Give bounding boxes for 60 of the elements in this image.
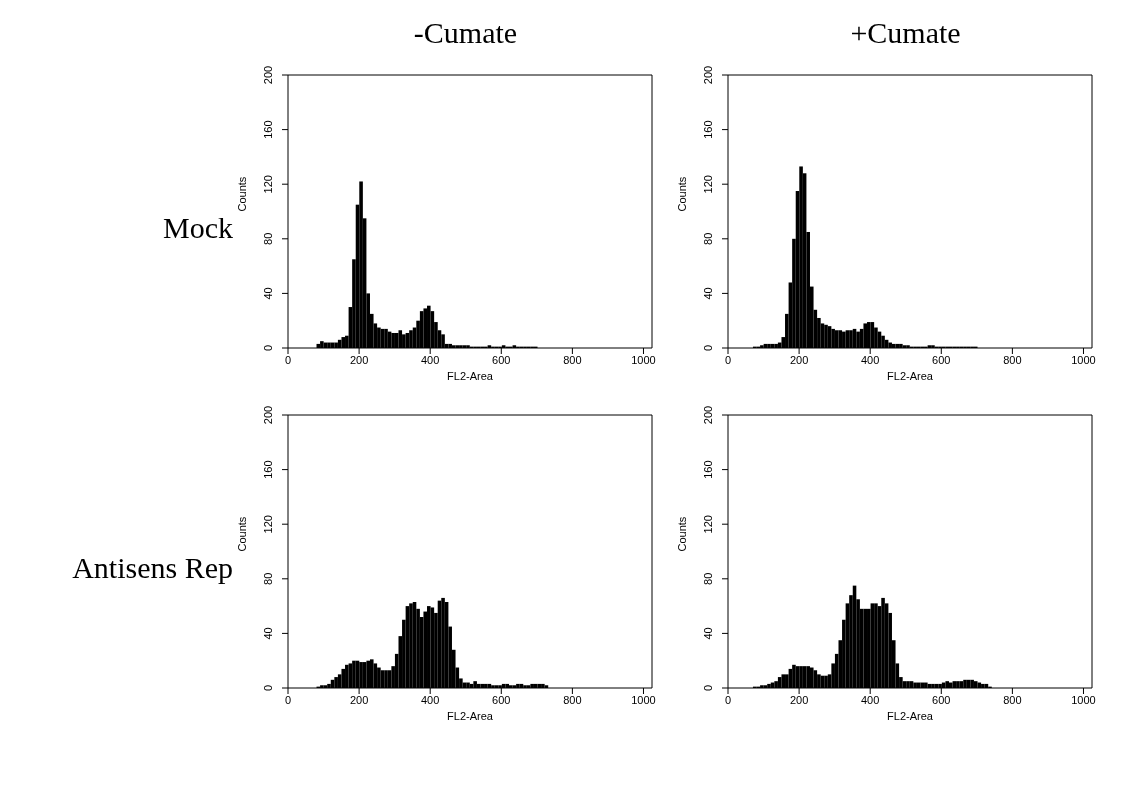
y-tick-label: 40 <box>702 627 714 640</box>
y-tick-label: 0 <box>702 684 714 692</box>
y-tick-label: 160 <box>262 120 274 139</box>
x-axis-title: FL2-Area <box>447 710 494 722</box>
y-tick-label: 80 <box>262 232 274 245</box>
y-tick-label: 200 <box>262 65 274 85</box>
y-tick-label: 160 <box>702 460 714 479</box>
x-tick-label: 400 <box>421 353 440 366</box>
x-tick-label: 0 <box>724 353 732 366</box>
y-tick-label: 0 <box>262 684 274 692</box>
x-tick-label: 1000 <box>631 693 656 706</box>
y-tick-label: 120 <box>262 515 274 534</box>
x-tick-label: 600 <box>492 353 511 366</box>
y-tick-label: 200 <box>702 65 714 85</box>
x-tick-label: 600 <box>932 353 951 366</box>
x-axis-title: FL2-Area <box>887 710 934 722</box>
x-tick-label: 400 <box>861 353 880 366</box>
x-tick-label: 600 <box>932 693 951 706</box>
x-tick-label: 200 <box>349 693 369 706</box>
x-tick-label: 200 <box>789 693 809 706</box>
x-tick-label: 800 <box>563 353 582 366</box>
y-tick-label: 0 <box>702 344 714 352</box>
x-axis-title: FL2-Area <box>887 370 934 382</box>
x-tick-label: 800 <box>563 693 582 706</box>
x-tick-label: 200 <box>349 353 369 366</box>
chart-title: +Cumate <box>850 16 961 49</box>
y-axis-title: Counts <box>235 516 248 552</box>
chart-title: -Cumate <box>413 16 518 49</box>
y-axis-title: Counts <box>675 516 688 552</box>
y-tick-label: 40 <box>702 287 714 300</box>
x-tick-label: 400 <box>421 693 440 706</box>
y-tick-label: 0 <box>262 344 274 352</box>
y-tick-label: 80 <box>702 232 714 245</box>
y-tick-label: 200 <box>262 405 274 425</box>
text: Mock <box>163 211 233 244</box>
x-tick-label: 0 <box>284 353 292 366</box>
y-tick-label: 40 <box>262 287 274 300</box>
text: Antisens Rep <box>72 551 233 584</box>
y-tick-label: 120 <box>702 175 714 194</box>
x-tick-label: 0 <box>284 693 292 706</box>
y-axis-title: Counts <box>675 176 688 212</box>
x-tick-label: 800 <box>1003 693 1022 706</box>
y-tick-label: 80 <box>262 572 274 585</box>
x-tick-label: 600 <box>492 693 511 706</box>
y-axis-title: Counts <box>235 176 248 212</box>
y-tick-label: 160 <box>702 120 714 139</box>
x-axis-title: FL2-Area <box>447 370 494 382</box>
x-tick-label: 1000 <box>631 353 656 366</box>
y-tick-label: 120 <box>262 175 274 194</box>
x-tick-label: 800 <box>1003 353 1022 366</box>
x-tick-label: 200 <box>789 353 809 366</box>
y-tick-label: 160 <box>262 460 274 479</box>
y-tick-label: 120 <box>702 515 714 534</box>
y-tick-label: 80 <box>702 572 714 585</box>
x-tick-label: 400 <box>861 693 880 706</box>
x-tick-label: 0 <box>724 693 732 706</box>
x-tick-label: 1000 <box>1071 693 1096 706</box>
y-tick-label: 40 <box>262 627 274 640</box>
x-tick-label: 1000 <box>1071 353 1096 366</box>
y-tick-label: 200 <box>702 405 714 425</box>
